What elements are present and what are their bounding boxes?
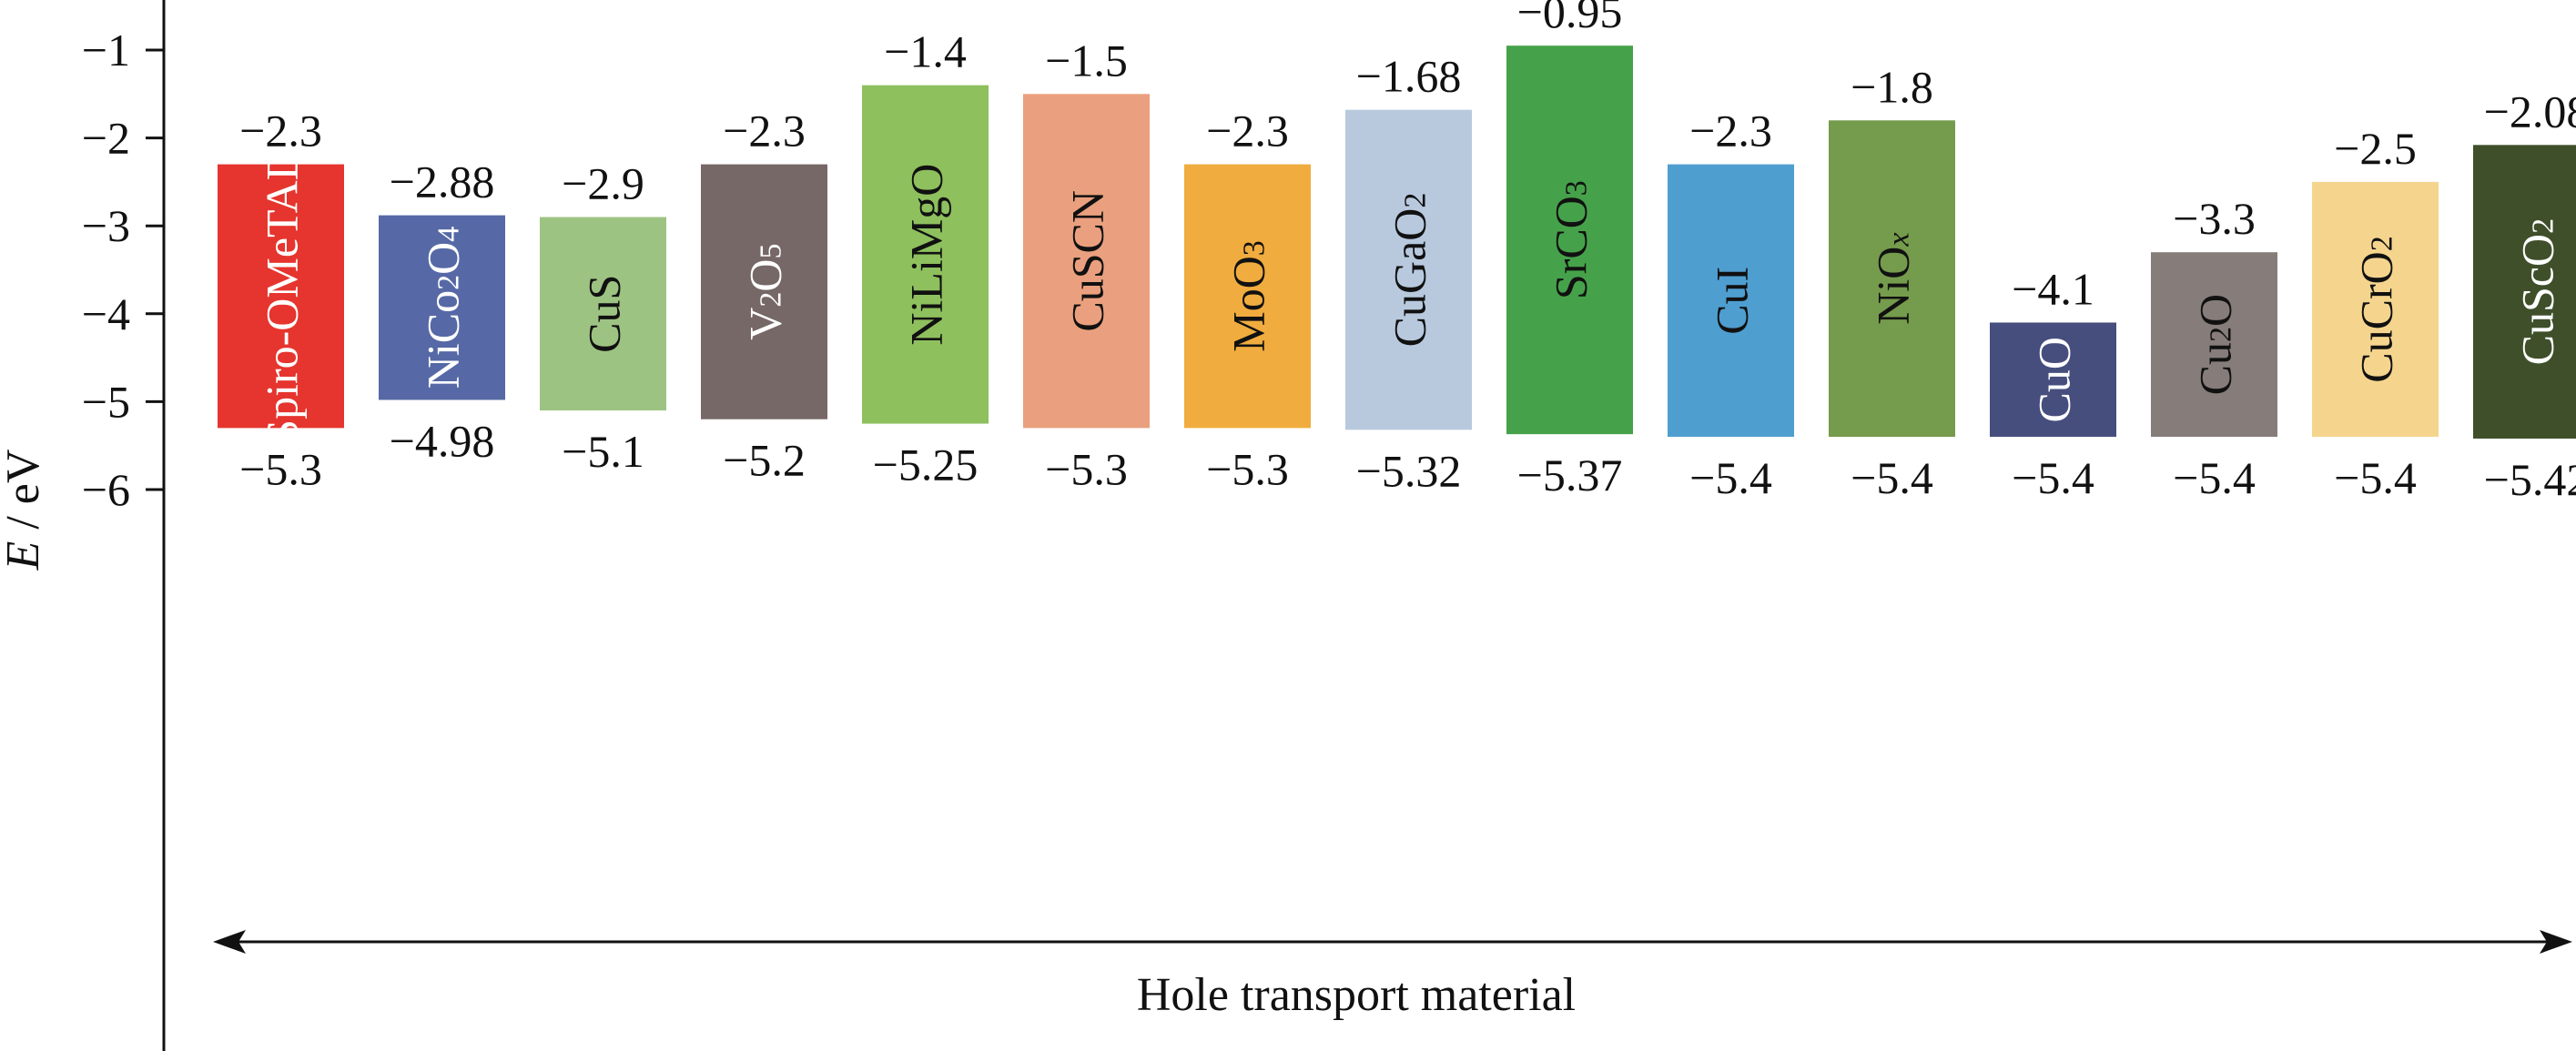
y-tick-label: −4 bbox=[82, 288, 130, 339]
bar-item: −4.1 −5.4 CuO bbox=[1990, 263, 2116, 503]
material-name-label: CuS bbox=[579, 275, 630, 353]
material-name-label: V2O5 bbox=[740, 244, 791, 340]
top-value-label: −1.68 bbox=[1356, 51, 1462, 102]
bottom-value-label: −5.4 bbox=[2173, 452, 2256, 503]
arrow-head-left-icon bbox=[213, 930, 246, 954]
top-value-label: −3.3 bbox=[2173, 193, 2256, 244]
bottom-value-label: −5.4 bbox=[1851, 452, 1933, 503]
y-tick-label: −3 bbox=[82, 200, 130, 251]
bottom-value-label: −5.4 bbox=[2012, 452, 2094, 503]
material-name-label: CuGaO2 bbox=[1384, 193, 1435, 348]
material-name-label: SrCO3 bbox=[1546, 180, 1597, 299]
bottom-value-label: −5.32 bbox=[1356, 445, 1462, 496]
bottom-value-label: −5.3 bbox=[1206, 443, 1289, 494]
bar-item: −2.88 −4.98 NiCo2O4 bbox=[379, 157, 505, 466]
y-axis-label-symbol: E bbox=[0, 541, 49, 571]
material-name-label: CuScO2 bbox=[2512, 218, 2563, 365]
bar-item: −2.08 −5.42 CuScO2 bbox=[2473, 86, 2576, 505]
bar-item: −1.5 −5.3 CuSCN bbox=[1023, 35, 1150, 494]
bottom-value-label: −5.4 bbox=[1689, 452, 1772, 503]
bar-item: −1.68 −5.32 CuGaO2 bbox=[1345, 51, 1472, 496]
material-name-label: Cu2O bbox=[2190, 294, 2241, 395]
energy-bar bbox=[2312, 181, 2439, 438]
energy-bar bbox=[379, 215, 505, 400]
bottom-value-label: −5.1 bbox=[562, 426, 644, 477]
bottom-value-label: −5.25 bbox=[873, 440, 979, 490]
top-value-label: −1.8 bbox=[1851, 61, 1933, 112]
top-value-label: −2.3 bbox=[1206, 106, 1289, 157]
bottom-value-label: −5.3 bbox=[239, 443, 322, 494]
bar-item: −3.3 −5.4 Cu2O bbox=[2151, 193, 2277, 503]
top-value-label: −1.5 bbox=[1045, 35, 1128, 86]
x-axis-label: Hole transport material bbox=[1137, 969, 1576, 1021]
y-axis: −1 −2 −3 −4 −5 −6 bbox=[82, 0, 166, 1051]
bar-item: −2.3 −5.3 MoO3 bbox=[1184, 106, 1311, 494]
material-name-label: MoO3 bbox=[1223, 240, 1274, 352]
energy-bar bbox=[701, 164, 827, 419]
bar-item: −2.3 −5.4 CuI bbox=[1668, 106, 1794, 503]
energy-bar bbox=[2151, 252, 2277, 438]
top-value-label: −2.3 bbox=[1689, 106, 1772, 157]
energy-bar bbox=[1345, 109, 1472, 430]
energy-bar bbox=[1668, 164, 1794, 438]
energy-bar bbox=[218, 164, 344, 429]
energy-bar bbox=[2473, 145, 2576, 439]
energy-bar bbox=[1184, 164, 1311, 429]
top-value-label: −2.5 bbox=[2334, 123, 2417, 174]
top-value-label: −2.08 bbox=[2484, 86, 2576, 136]
y-axis-label-unit: / eV bbox=[0, 450, 49, 541]
top-value-label: −2.88 bbox=[390, 157, 495, 207]
x-axis-arrow bbox=[213, 930, 2572, 954]
top-value-label: −2.9 bbox=[562, 158, 644, 209]
y-axis-label: E / eV bbox=[0, 450, 49, 571]
material-name-label: Spiro-OMeTAD bbox=[257, 147, 308, 445]
bottom-value-label: −5.2 bbox=[723, 435, 806, 486]
energy-bar bbox=[1506, 45, 1633, 435]
material-name-label: CuO bbox=[2029, 337, 2080, 422]
material-name-label: CuI bbox=[1707, 267, 1758, 335]
y-tick-label: −2 bbox=[82, 113, 130, 164]
material-name-label: NiCo2O4 bbox=[418, 227, 469, 389]
bottom-value-label: −4.98 bbox=[390, 415, 495, 466]
top-value-label: −2.3 bbox=[239, 106, 322, 157]
bar-item: −2.3 −5.2 V2O5 bbox=[701, 106, 827, 486]
bottom-value-label: −5.37 bbox=[1517, 450, 1623, 500]
bar-item: −2.5 −5.4 CuCrO2 bbox=[2312, 123, 2439, 503]
bottom-value-label: −5.4 bbox=[2334, 452, 2417, 503]
energy-bar bbox=[540, 217, 666, 411]
top-value-label: −0.95 bbox=[1517, 0, 1623, 37]
bar-item: −0.95 −5.37 SrCO3 bbox=[1506, 0, 1633, 500]
top-value-label: −2.3 bbox=[723, 106, 806, 157]
y-tick-label: −6 bbox=[82, 464, 130, 515]
bar-item: −1.8 −5.4 NiOx bbox=[1829, 61, 1955, 503]
energy-bar bbox=[1829, 120, 1955, 438]
y-tick-label: −5 bbox=[82, 376, 130, 427]
bottom-value-label: −5.42 bbox=[2484, 454, 2576, 505]
top-value-label: −1.4 bbox=[884, 26, 967, 77]
material-name-label: CuCrO2 bbox=[2351, 236, 2402, 382]
bar-item: −2.9 −5.1 CuS bbox=[540, 158, 666, 477]
top-value-label: −4.1 bbox=[2012, 263, 2094, 314]
material-name-label: NiOx bbox=[1868, 233, 1919, 325]
material-name-label: NiLiMgO bbox=[901, 164, 952, 346]
bottom-value-label: −5.3 bbox=[1045, 443, 1128, 494]
material-name-label: CuSCN bbox=[1062, 190, 1113, 332]
energy-bar bbox=[1023, 94, 1150, 429]
bar-item: −1.4 −5.25 NiLiMgO bbox=[862, 26, 989, 490]
energy-bar bbox=[1990, 322, 2116, 438]
y-tick-label: −1 bbox=[82, 25, 130, 76]
energy-bar bbox=[862, 85, 989, 424]
arrow-head-right-icon bbox=[2540, 930, 2572, 954]
